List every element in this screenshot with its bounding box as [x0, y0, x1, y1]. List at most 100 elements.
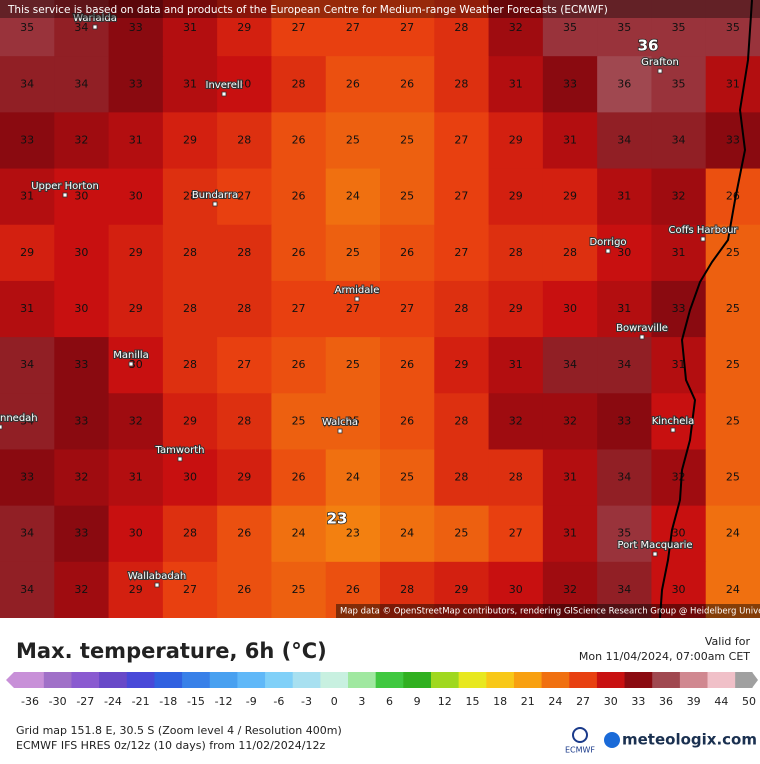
temperature-value: 29: [183, 133, 197, 146]
temperature-cell: [0, 449, 55, 507]
temperature-cell: [380, 168, 435, 226]
temperature-cell: [108, 449, 164, 507]
temperature-cell: [217, 112, 272, 170]
temperature-value: 24: [346, 471, 360, 484]
temperature-cell: [0, 168, 55, 226]
temperature-value: 26: [292, 190, 306, 203]
temperature-cell: [271, 337, 327, 394]
colorbar-segment: [209, 672, 238, 688]
colorbar-segment: [265, 672, 294, 688]
temperature-value: 28: [454, 21, 468, 34]
temperature-value: 28: [400, 583, 414, 596]
temperature-value: 31: [129, 471, 143, 484]
town-marker: [92, 24, 98, 30]
ecmwf-icon: [572, 727, 588, 743]
temperature-value: 32: [74, 471, 88, 484]
temperature-cell: [434, 561, 490, 619]
temperature-cell: [651, 224, 707, 282]
colorbar-tick-label: 44: [714, 695, 728, 708]
colorbar-tick-label: 21: [521, 695, 535, 708]
temperature-value: 27: [400, 21, 414, 34]
temperature-cell: [542, 505, 598, 563]
temperature-cell: [162, 561, 218, 619]
temperature-cell: [271, 0, 327, 57]
temperature-cell: [380, 505, 435, 563]
temperature-value: 30: [74, 302, 88, 315]
temperature-value: 36: [617, 77, 631, 90]
temperature-value: 33: [20, 133, 34, 146]
temperature-value: 29: [563, 190, 577, 203]
temperature-value: 34: [20, 527, 34, 540]
temperature-value: 33: [74, 358, 88, 371]
temperature-value: 32: [509, 21, 523, 34]
temperature-value: 27: [237, 358, 251, 371]
colorbar-tick-label: -3: [301, 695, 312, 708]
colorbar-segment: [513, 672, 543, 688]
temperature-value: 29: [129, 583, 143, 596]
temperature-cell: [162, 280, 218, 338]
temperature-value: 29: [20, 246, 34, 259]
temperature-cell: [325, 280, 381, 338]
temperature-cell: [380, 561, 435, 619]
temperature-cell: [54, 505, 110, 563]
temperature-cell: [705, 393, 760, 450]
temperature-cell: [434, 280, 490, 338]
temperature-cell: [325, 224, 381, 282]
colorbar-tick-label: 12: [438, 695, 452, 708]
temperature-value: 25: [726, 414, 740, 427]
colorbar-segment: [375, 672, 404, 688]
temperature-value: 28: [237, 414, 251, 427]
temperature-cell: [271, 224, 327, 282]
temperature-cell: [108, 224, 164, 282]
colorbar-segment: [126, 672, 155, 688]
temperature-value: 28: [183, 246, 197, 259]
temperature-cell: [108, 112, 164, 170]
colorbar-tick-label: -21: [132, 695, 150, 708]
temperature-cell: [325, 393, 381, 450]
temperature-value: 25: [400, 133, 414, 146]
temperature-cell: [108, 337, 164, 394]
temperature-value: 28: [183, 302, 197, 315]
temperature-cell: [217, 224, 272, 282]
temperature-cell: [217, 505, 272, 563]
temperature-cell: [597, 393, 652, 450]
temperature-cell: [0, 280, 55, 338]
temperature-cell: [488, 56, 544, 113]
coastline: [659, 0, 753, 619]
temperature-cell: [217, 561, 272, 619]
temperature-value: 35: [563, 21, 577, 34]
temperature-value: 34: [74, 77, 88, 90]
temperature-value: 29: [509, 133, 523, 146]
temperature-cell: [380, 337, 435, 394]
temperature-cell: [325, 505, 381, 563]
town-label: Walcha: [322, 417, 358, 428]
colorbar-segment: [99, 672, 128, 688]
temperature-cell: [651, 449, 707, 507]
colorbar-left-cap: [6, 672, 14, 688]
temperature-value: 30: [74, 190, 88, 203]
colorbar-tick-label: 50: [742, 695, 756, 708]
temperature-cell: [271, 393, 327, 450]
temperature-cell: [488, 337, 544, 394]
temperature-cell: [380, 224, 435, 282]
colorbar-tick-label: -12: [215, 695, 233, 708]
colorbar-tick-label: -36: [21, 695, 39, 708]
brand[interactable]: meteologix.com: [622, 731, 757, 749]
colorbar-segment: [679, 672, 709, 688]
temperature-cell: [162, 505, 218, 563]
temperature-value: 32: [672, 471, 686, 484]
town-marker: [0, 424, 3, 430]
colorbar-tick-label: -27: [76, 695, 94, 708]
temperature-cell: [542, 561, 598, 619]
temperature-cell: [0, 337, 55, 394]
colorbar-segment: [154, 672, 183, 688]
temperature-value: 35: [617, 21, 631, 34]
temperature-cell: [705, 561, 760, 619]
temperature-value: 25: [400, 471, 414, 484]
colorbar-segment: [458, 672, 487, 688]
temperature-value: 30: [617, 246, 631, 259]
temperature-cell: [434, 337, 490, 394]
temperature-value: 33: [74, 527, 88, 540]
temperature-cell: [542, 168, 598, 226]
temperature-value: 31: [563, 133, 577, 146]
